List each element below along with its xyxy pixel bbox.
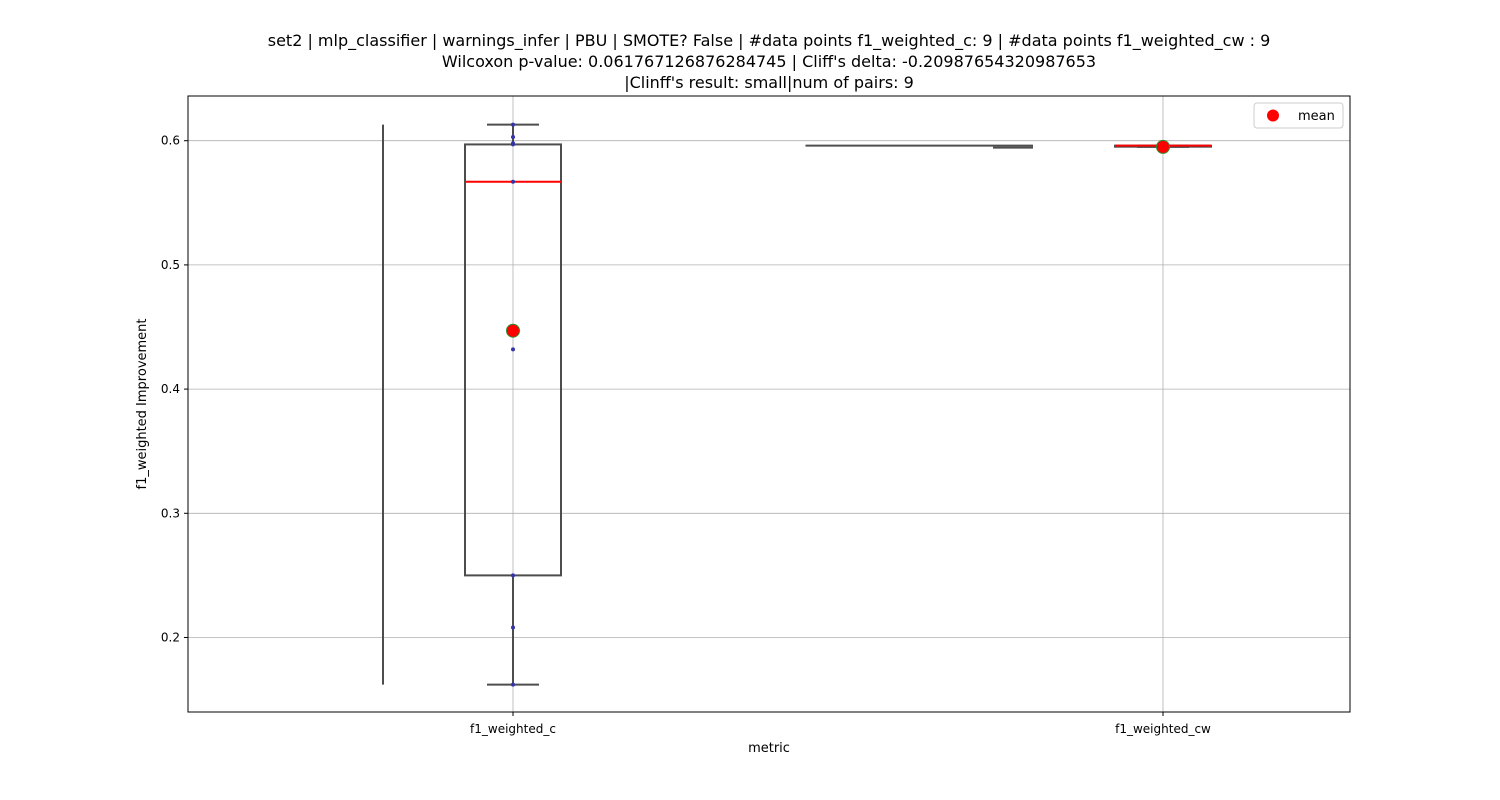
plot-area-frame: [187, 95, 1351, 713]
x-tick-label: f1_weighted_cw: [1115, 722, 1211, 736]
y-axis-label: f1_weighted Improvement: [135, 318, 150, 489]
data-point: [511, 122, 515, 127]
legend-mean-label: mean: [1298, 109, 1335, 124]
data-point: [511, 141, 515, 146]
chart-title-line-2: Wilcoxon p-value: 0.061767126876284745 |…: [442, 52, 1096, 71]
axis-ticks: 0.2 0.3 0.4 0.5 0.6 f1_weighted_c f1_weighted_…: [161, 134, 1211, 736]
legend: mean: [1253, 102, 1344, 129]
y-tick-label: 0.5: [161, 258, 180, 272]
data-point: [511, 573, 515, 578]
data-point: [511, 347, 515, 352]
data-point: [511, 134, 515, 139]
chart-title-line-3: |Clinff's result: small|num of pairs: 9: [624, 73, 914, 92]
legend-box: [1253, 102, 1344, 129]
mean-marker: [1156, 139, 1170, 154]
x-axis-label: metric: [748, 741, 790, 756]
y-tick-label: 0.2: [161, 630, 180, 644]
mean-marker: [506, 323, 520, 338]
y-tick-label: 0.3: [161, 506, 180, 520]
grid-lines: [188, 96, 1350, 712]
y-tick-label: 0.6: [161, 134, 180, 148]
data-point: [511, 625, 515, 630]
plot-marks: [382, 122, 1212, 687]
y-tick-label: 0.4: [161, 382, 180, 396]
data-point: [511, 682, 515, 687]
data-point: [511, 179, 515, 184]
chart-title-line-1: set2 | mlp_classifier | warnings_infer |…: [268, 31, 1271, 51]
x-tick-label: f1_weighted_c: [470, 722, 556, 736]
legend-mean-marker: [1267, 109, 1279, 122]
